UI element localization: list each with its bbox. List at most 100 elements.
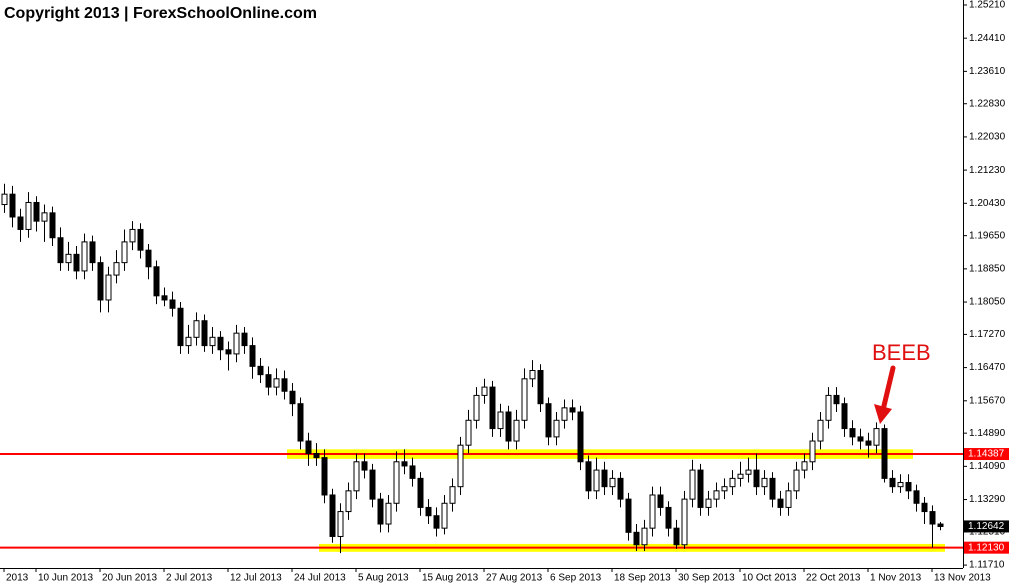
arrow [874, 365, 896, 424]
candle-body [201, 320, 208, 347]
level-label: 1.14387 [968, 449, 1005, 460]
x-tick-label: 22 Oct 2013 [806, 573, 861, 584]
candle-body [833, 394, 840, 405]
candle-body [425, 506, 432, 517]
candle-body [185, 336, 192, 347]
candle-body [433, 515, 440, 529]
candle-body [681, 498, 688, 546]
candle-body [105, 274, 112, 301]
candle-body [457, 444, 464, 488]
bid-label: 1.12642 [968, 521, 1005, 532]
y-tick-label: 1.24410 [969, 33, 1006, 44]
candle-body [401, 461, 408, 467]
candle-body [481, 386, 488, 396]
candle-body [465, 419, 472, 446]
y-tick-label: 1.17270 [969, 329, 1006, 340]
candle-body [521, 378, 528, 421]
candle-body [89, 241, 96, 264]
candle-body [25, 201, 32, 230]
candle-body [129, 228, 136, 243]
x-tick-label: 27 Aug 2013 [486, 573, 543, 584]
candle-body [1, 193, 8, 206]
candle-body [265, 374, 272, 388]
candle-body [241, 332, 248, 347]
candle-body [817, 419, 824, 442]
candle-body [793, 469, 800, 492]
x-tick-label: 20 Jun 2013 [102, 573, 157, 584]
candle-body [585, 461, 592, 492]
candle-body [657, 494, 664, 508]
candle-body [449, 486, 456, 504]
candle-body [617, 477, 624, 500]
candle-body [721, 486, 728, 492]
candle-body [57, 237, 64, 264]
candle-body [169, 299, 176, 309]
candle-body [73, 253, 80, 272]
candle-body [697, 469, 704, 508]
y-tick-label: 1.22830 [969, 98, 1006, 109]
candle-body [673, 527, 680, 546]
x-tick-label: 1 Nov 2013 [870, 573, 922, 584]
candle-body [345, 490, 352, 513]
candle-body [177, 307, 184, 347]
x-tick-label: 15 Aug 2013 [422, 573, 479, 584]
x-tick-label: 6 Sep 2013 [550, 573, 602, 584]
candle-body [369, 469, 376, 500]
candle-body [625, 498, 632, 533]
candle-body [113, 262, 120, 276]
candle-body [217, 336, 224, 351]
plot [0, 183, 963, 554]
y-tick-label: 1.16470 [969, 362, 1006, 373]
candle-body [713, 490, 720, 500]
candle-body [209, 336, 216, 347]
candle-body [905, 482, 912, 492]
y-tick-label: 1.20430 [969, 198, 1006, 209]
candle-body [409, 465, 416, 479]
candle-body [137, 228, 144, 251]
candle-body [49, 212, 56, 239]
candle-body [865, 440, 872, 446]
candle-body [857, 436, 864, 442]
candle-body [809, 440, 816, 463]
x-tick-label: 10 Oct 2013 [742, 573, 797, 584]
candle-body [577, 411, 584, 463]
candle-body [705, 498, 712, 508]
candle-body [353, 461, 360, 492]
candle-body [41, 212, 48, 222]
x-tick-label: 13 Nov 2013 [934, 573, 991, 584]
candle-body [769, 477, 776, 500]
chart-title: Copyright 2013 | ForexSchoolOnline.com [4, 5, 317, 22]
candle-body [937, 523, 944, 528]
candle-body [665, 506, 672, 529]
y-tick-label: 1.25210 [969, 0, 1006, 11]
candle-body [777, 498, 784, 508]
candle-body [305, 440, 312, 454]
candle-body [649, 494, 656, 529]
candle-body [489, 386, 496, 430]
y-tick-label: 1.21230 [969, 165, 1006, 176]
candle-body [289, 390, 296, 405]
candle-body [849, 428, 856, 438]
y-tick-label: 1.18050 [969, 297, 1006, 308]
candle-body [97, 262, 104, 301]
level-label: 1.12130 [968, 542, 1005, 553]
candle-body [225, 349, 232, 355]
candle-body [297, 403, 304, 442]
candle-body [841, 403, 848, 430]
x-tick-label: 30 Sep 2013 [678, 573, 735, 584]
candle-body [273, 378, 280, 388]
candle-body [9, 193, 16, 218]
candle-body [17, 216, 24, 230]
candle-body [897, 482, 904, 488]
candle-body [393, 461, 400, 504]
candle-body [417, 477, 424, 508]
y-tick-label: 1.18850 [969, 263, 1006, 274]
candle-body [545, 403, 552, 438]
x-tick-label: 10 Jun 2013 [38, 573, 93, 584]
candle-body [569, 407, 576, 413]
candle-body [505, 411, 512, 442]
candle-body [785, 490, 792, 508]
level-box [964, 541, 1009, 554]
candle-body [193, 320, 200, 338]
x-tick-label: 18 Sep 2013 [614, 573, 671, 584]
